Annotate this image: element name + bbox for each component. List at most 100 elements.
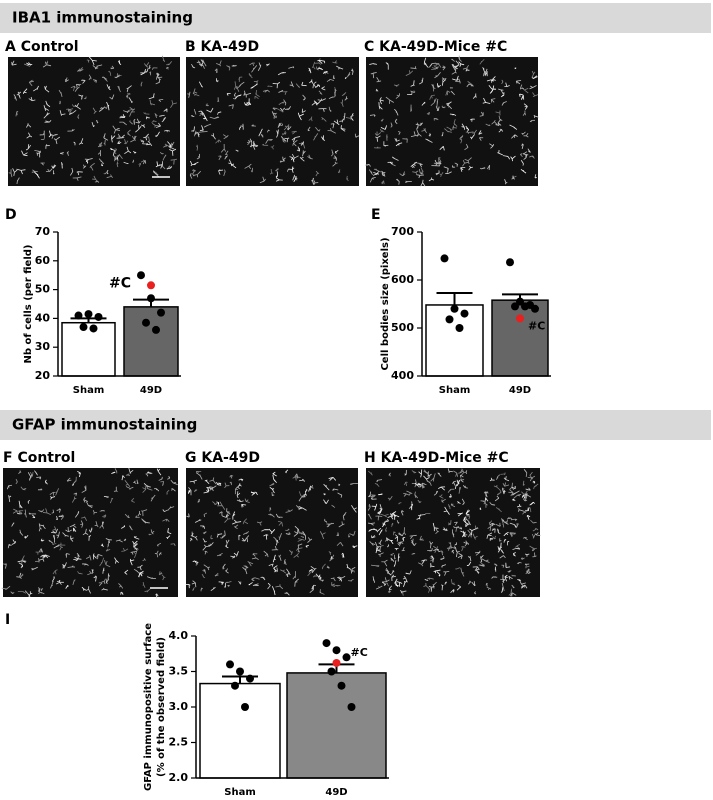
cell-process: [383, 171, 386, 174]
cell-process: [143, 112, 146, 115]
cell-process: [351, 567, 356, 570]
cell-process: [386, 135, 388, 138]
cell-process: [462, 485, 466, 488]
cell-process: [249, 62, 253, 66]
cell-process: [55, 515, 58, 519]
cell-process: [241, 504, 247, 506]
cell-process: [433, 570, 436, 572]
cell-process: [169, 506, 175, 509]
cell-process: [511, 158, 514, 162]
cell-process: [526, 494, 532, 498]
cell-process: [321, 532, 326, 535]
cell-process: [300, 156, 304, 159]
cell-process: [494, 568, 497, 571]
cell-process: [444, 78, 447, 80]
cell-process: [43, 554, 46, 559]
cell-process: [319, 531, 323, 535]
cell-process: [86, 161, 89, 163]
cell-process: [447, 171, 452, 174]
cell-process: [90, 527, 93, 533]
cell-process: [368, 515, 372, 520]
cell-process: [16, 168, 22, 171]
cell-process: [244, 165, 250, 169]
cell-process: [448, 523, 451, 526]
cell-process: [460, 526, 463, 530]
cell-process: [82, 532, 86, 536]
cell-process: [202, 538, 206, 543]
cell-process: [223, 136, 228, 140]
cell-process: [374, 114, 376, 117]
cell-process: [233, 86, 237, 90]
cell-process: [58, 89, 62, 94]
cell-process: [92, 107, 96, 113]
cell-process: [439, 173, 442, 176]
cell-process: [100, 160, 105, 165]
cell-process: [237, 486, 240, 490]
cell-process: [287, 137, 290, 140]
cell-process: [78, 472, 81, 474]
cell-process: [170, 147, 175, 150]
cell-process: [460, 469, 463, 473]
cell-process: [535, 534, 541, 537]
cell-process: [474, 566, 478, 572]
cell-process: [81, 586, 84, 590]
cell-process: [68, 112, 73, 115]
cell-process: [457, 584, 461, 588]
cell-process: [453, 546, 456, 548]
cell-process: [192, 66, 194, 68]
cell-process: [515, 81, 518, 84]
cell-process: [193, 481, 195, 484]
cell-process: [295, 83, 299, 87]
cell-process: [371, 535, 376, 539]
cell-process: [76, 177, 79, 181]
cell-process: [245, 501, 250, 503]
cell-process: [323, 71, 328, 73]
cell-process: [502, 519, 505, 523]
cell-process: [93, 576, 97, 578]
cell-process: [75, 84, 78, 88]
cell-process: [224, 153, 227, 156]
cell-process: [224, 157, 226, 160]
cell-process: [391, 511, 397, 515]
cell-process: [323, 483, 327, 488]
cell-process: [95, 575, 97, 577]
cell-process: [531, 70, 534, 75]
cell-process: [489, 479, 492, 482]
cell-process: [193, 126, 195, 131]
cell-process: [502, 489, 505, 495]
cell-process: [435, 528, 438, 532]
cell-process: [513, 126, 518, 130]
cell-process: [171, 100, 174, 105]
cell-process: [245, 569, 248, 575]
cell-process: [12, 510, 18, 514]
cell-process: [455, 71, 457, 74]
cell-process: [122, 114, 125, 118]
cell-process: [526, 135, 529, 138]
cell-process: [236, 551, 239, 556]
cell-process: [429, 482, 432, 486]
cell-process: [448, 546, 452, 550]
cell-process: [77, 571, 80, 574]
cell-process: [397, 131, 401, 133]
cell-process: [125, 486, 131, 489]
data-point: [506, 258, 514, 267]
cell-process: [222, 515, 227, 518]
cell-process: [433, 162, 438, 165]
cell-process: [275, 168, 280, 172]
cell-process: [255, 557, 259, 561]
cell-process: [273, 565, 278, 569]
cell-process: [23, 63, 28, 66]
cell-process: [216, 554, 220, 557]
cell-process: [399, 173, 403, 177]
cell-process: [329, 522, 332, 526]
cell-process: [261, 529, 265, 532]
cell-process: [148, 534, 150, 536]
cell-process: [202, 128, 204, 131]
cell-process: [13, 172, 15, 176]
cell-process: [485, 123, 490, 127]
cell-process: [402, 532, 404, 537]
cell-process: [18, 471, 21, 475]
cell-process: [532, 537, 535, 539]
cell-process: [267, 582, 271, 586]
cell-process: [318, 84, 321, 87]
